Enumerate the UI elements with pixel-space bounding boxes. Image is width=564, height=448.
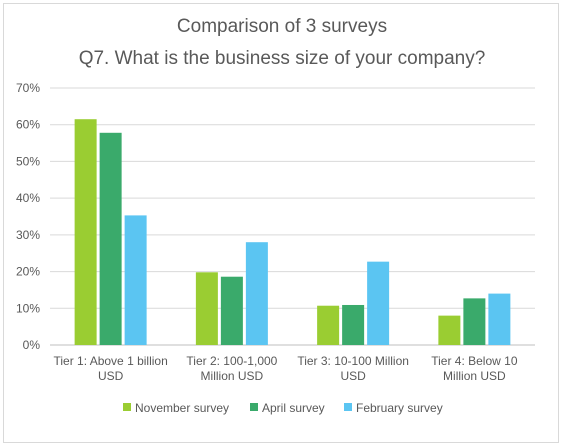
bar xyxy=(245,242,268,345)
bar xyxy=(342,304,365,345)
y-tick-label: 30% xyxy=(16,228,40,242)
y-tick-label: 70% xyxy=(16,81,40,95)
bars xyxy=(74,119,511,345)
x-tick-label: Million USD xyxy=(443,369,506,383)
bar xyxy=(463,298,486,345)
x-tick-label: Tier 3: 10-100 Million xyxy=(297,354,409,368)
gridlines xyxy=(50,87,535,346)
bar xyxy=(124,215,147,345)
legend-swatch xyxy=(250,403,258,411)
legend-swatch xyxy=(123,403,131,411)
bar xyxy=(74,119,97,345)
x-tick-label: Tier 2: 100-1,000 xyxy=(186,354,277,368)
x-tick-label: USD xyxy=(340,369,366,383)
bar xyxy=(99,132,122,345)
y-axis: 0% 10% 20% 30% 40% 50% 60% 70% xyxy=(16,81,40,352)
legend-label: November survey xyxy=(135,401,229,415)
chart-title: Comparison of 3 surveys xyxy=(177,16,387,37)
legend-label: February survey xyxy=(356,401,443,415)
y-tick-label: 20% xyxy=(16,265,40,279)
y-tick-label: 10% xyxy=(16,301,40,315)
x-tick-label: USD xyxy=(98,369,124,383)
legend-swatch xyxy=(344,403,352,411)
y-tick-label: 50% xyxy=(16,154,40,168)
bar xyxy=(438,315,461,345)
legend: November survey April survey February surv… xyxy=(123,401,443,415)
bar xyxy=(195,272,218,345)
bar xyxy=(317,305,340,345)
y-tick-label: 40% xyxy=(16,191,40,205)
x-tick-label: Tier 4: Below 10 xyxy=(431,354,518,368)
legend-label: April survey xyxy=(262,401,325,415)
x-tick-label: Tier 1: Above 1 billion xyxy=(53,354,167,368)
chart-subtitle: Q7. What is the business size of your co… xyxy=(79,48,486,69)
bar xyxy=(488,293,511,345)
bar xyxy=(367,261,390,345)
y-tick-label: 0% xyxy=(23,338,41,352)
y-tick-label: 60% xyxy=(16,118,40,132)
bar xyxy=(220,276,243,345)
x-tick-label: Million USD xyxy=(201,369,264,383)
